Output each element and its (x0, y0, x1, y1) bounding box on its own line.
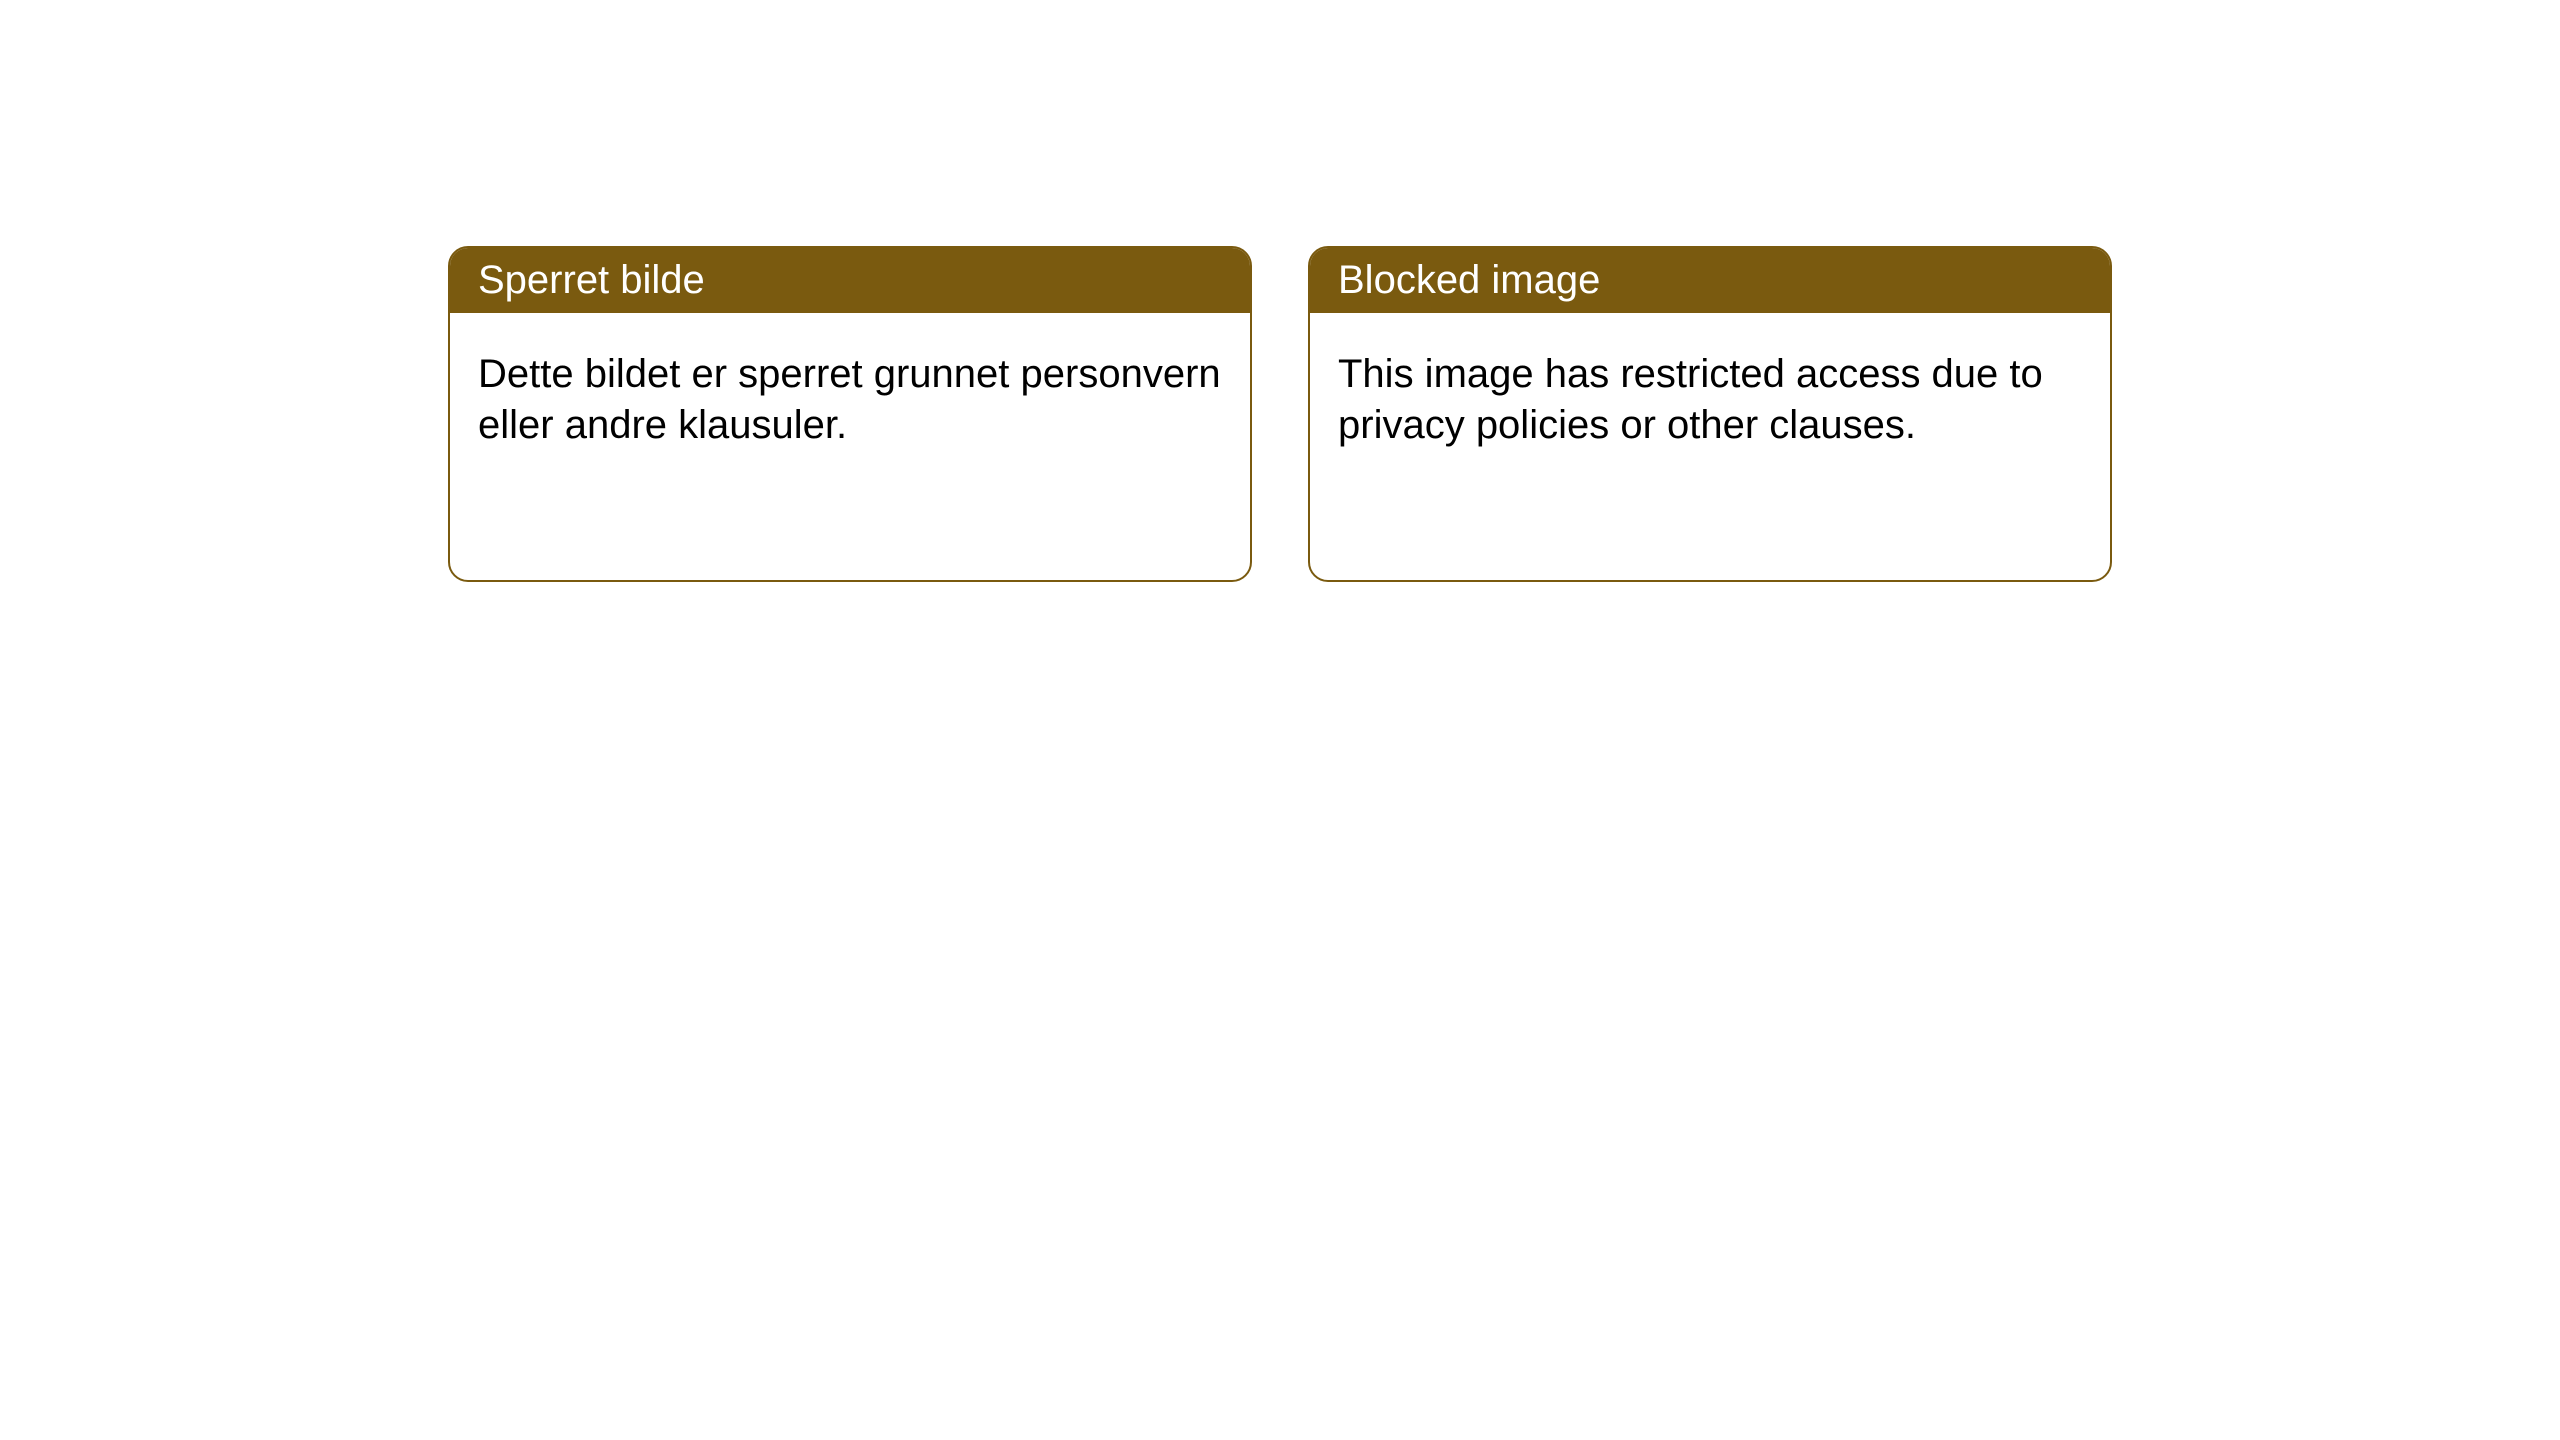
card-body-text-en: This image has restricted access due to … (1338, 352, 2043, 447)
blocked-image-card-no: Sperret bilde Dette bildet er sperret gr… (448, 246, 1252, 582)
card-header-text-no: Sperret bilde (478, 258, 705, 302)
notice-cards-container: Sperret bilde Dette bildet er sperret gr… (448, 246, 2112, 582)
card-body-en: This image has restricted access due to … (1310, 313, 2110, 487)
card-header-no: Sperret bilde (450, 248, 1250, 313)
card-header-en: Blocked image (1310, 248, 2110, 313)
blocked-image-card-en: Blocked image This image has restricted … (1308, 246, 2112, 582)
card-body-text-no: Dette bildet er sperret grunnet personve… (478, 352, 1221, 447)
card-body-no: Dette bildet er sperret grunnet personve… (450, 313, 1250, 487)
card-header-text-en: Blocked image (1338, 258, 1600, 302)
